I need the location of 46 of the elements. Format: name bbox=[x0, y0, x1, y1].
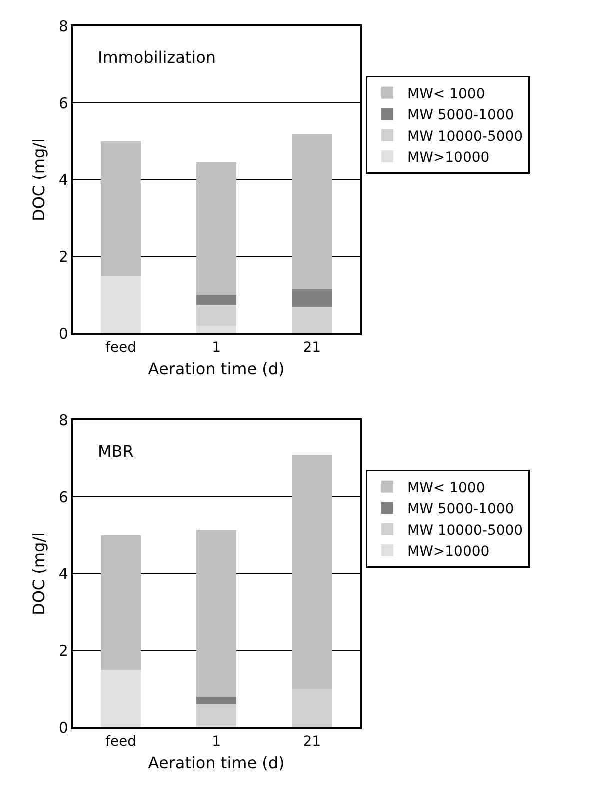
bar bbox=[196, 295, 237, 305]
legend-label: MW< 1000 bbox=[408, 480, 486, 496]
legend-label: MW 5000-1000 bbox=[408, 108, 514, 124]
text: Immobilization bbox=[98, 48, 216, 67]
y-tick-label: 0 bbox=[58, 324, 68, 343]
bar bbox=[196, 304, 237, 326]
bar bbox=[100, 670, 142, 728]
bar bbox=[196, 162, 237, 296]
legend-label: MW< 1000 bbox=[408, 86, 486, 102]
y-tick-label: 4 bbox=[58, 171, 68, 190]
x-tick-label: feed bbox=[105, 734, 137, 750]
bar bbox=[196, 704, 237, 726]
x-tick-label: feed bbox=[105, 340, 137, 356]
y-tick-label: 4 bbox=[58, 565, 68, 584]
legend-label: MW 10000-5000 bbox=[408, 128, 524, 145]
y-tick-label: 6 bbox=[58, 488, 68, 506]
bar bbox=[292, 134, 332, 290]
bar bbox=[196, 696, 237, 705]
bar bbox=[100, 536, 142, 670]
x-tick-label: 21 bbox=[303, 734, 322, 750]
y-tick-label: 2 bbox=[58, 642, 68, 660]
y-axis-title: DOC (mg/l bbox=[29, 532, 48, 616]
bar bbox=[100, 142, 142, 276]
bar bbox=[292, 306, 332, 334]
x-tick-label: 21 bbox=[303, 340, 322, 356]
bar bbox=[292, 689, 332, 728]
y-tick-label: 8 bbox=[58, 412, 68, 430]
legend-label: MW>10000 bbox=[408, 150, 490, 166]
y-tick-label: 2 bbox=[58, 248, 68, 266]
x-tick-label: 1 bbox=[212, 734, 222, 750]
y-tick-label: 8 bbox=[58, 18, 68, 36]
y-tick-label: 6 bbox=[58, 94, 68, 112]
bar bbox=[100, 276, 142, 334]
x-axis-title: Aeration time (d) bbox=[148, 753, 285, 772]
x-axis-title: Aeration time (d) bbox=[148, 359, 285, 378]
bar bbox=[196, 530, 237, 697]
legend-label: MW 10000-5000 bbox=[408, 522, 524, 539]
legend-label: MW 5000-1000 bbox=[408, 502, 514, 518]
legend-label: MW>10000 bbox=[408, 544, 490, 560]
y-axis-title: DOC (mg/l bbox=[29, 138, 48, 222]
bar bbox=[196, 326, 237, 334]
bar bbox=[292, 454, 332, 690]
y-tick-label: 0 bbox=[58, 718, 68, 737]
text: MBR bbox=[98, 442, 134, 461]
x-tick-label: 1 bbox=[212, 340, 222, 356]
bar bbox=[292, 289, 332, 307]
